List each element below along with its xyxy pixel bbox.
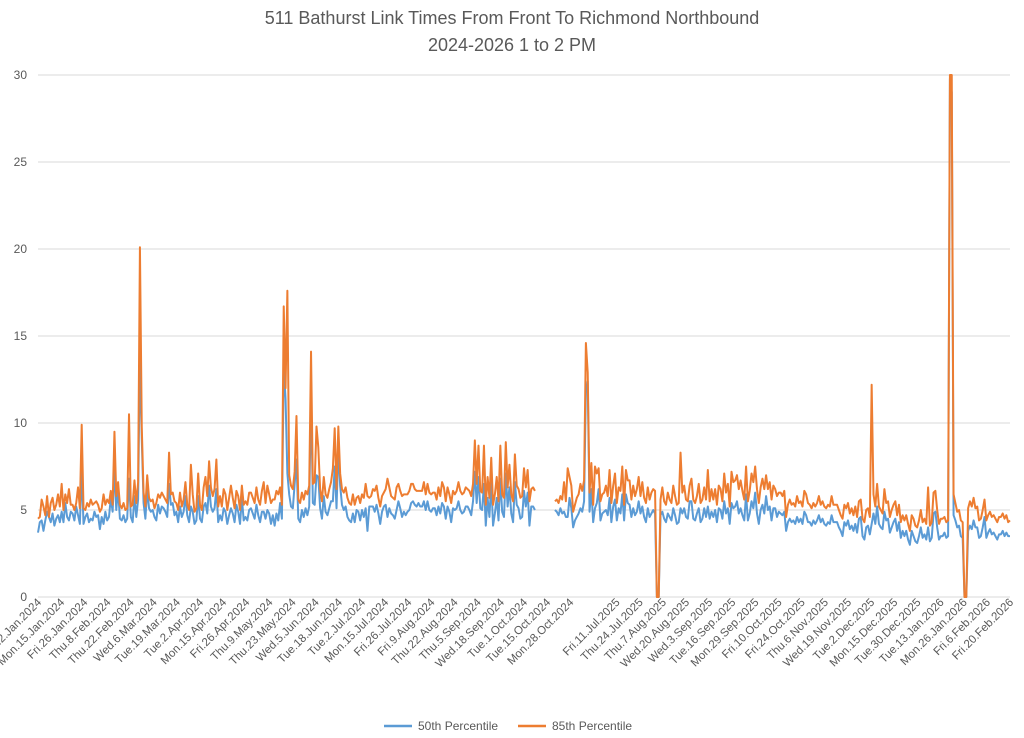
series-line-p50 [37, 77, 1010, 598]
y-tick-label: 10 [14, 416, 28, 430]
chart-title: 511 Bathurst Link Times From Front To Ri… [265, 8, 760, 28]
legend-label-p50: 50th Percentile [418, 719, 498, 733]
legend-label-p85: 85th Percentile [552, 719, 632, 733]
chart-subtitle: 2024-2026 1 to 2 PM [428, 35, 596, 55]
y-axis: 0 5 10 15 20 25 30 [14, 68, 28, 604]
y-tick-label: 5 [20, 503, 27, 517]
y-tick-label: 15 [14, 329, 28, 343]
y-tick-label: 30 [14, 68, 28, 82]
y-tick-label: 20 [14, 242, 28, 256]
y-tick-label: 0 [20, 590, 27, 604]
y-tick-label: 25 [14, 155, 28, 169]
plot-area [37, 74, 1011, 598]
series-line-p85 [37, 74, 1011, 598]
legend: 50th Percentile 85th Percentile [384, 719, 632, 733]
